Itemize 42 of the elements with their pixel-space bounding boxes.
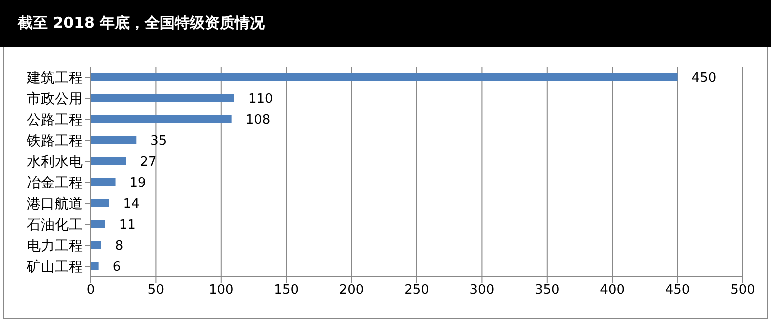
x-tick-label: 400 [600, 283, 626, 298]
data-label: 450 [692, 70, 717, 86]
bar [91, 262, 99, 270]
y-tick-label: 港口航道 [27, 196, 83, 212]
bar [91, 73, 678, 82]
bar [91, 178, 116, 186]
y-tick-label: 建筑工程 [26, 70, 83, 86]
y-tick-label: 水利水电 [27, 154, 83, 170]
y-tick-label: 公路工程 [27, 112, 83, 128]
x-tick-label: 500 [730, 283, 756, 298]
x-tick-label: 350 [534, 283, 560, 298]
bar [91, 115, 232, 124]
x-tick-label: 450 [665, 283, 690, 298]
bar [91, 94, 234, 102]
y-tick-label: 铁路工程 [26, 133, 83, 150]
bar [91, 157, 126, 166]
x-tick-label: 0 [86, 283, 96, 298]
x-tick-label: 200 [339, 283, 364, 298]
bar [91, 199, 110, 208]
data-label: 35 [150, 134, 168, 149]
bar [91, 241, 102, 250]
y-tick-label: 冶金工程 [27, 175, 83, 192]
x-tick-label: 150 [274, 283, 300, 298]
bar [91, 220, 106, 228]
data-label: 6 [112, 260, 122, 275]
x-tick-label: 50 [148, 283, 164, 298]
y-tick-label: 石油化工 [27, 217, 83, 234]
data-label: 108 [246, 112, 271, 128]
data-label: 14 [123, 196, 140, 212]
y-tick-label: 电力工程 [27, 238, 83, 254]
data-label: 11 [119, 218, 136, 233]
data-label: 110 [248, 92, 274, 107]
x-tick-label: 250 [404, 283, 430, 298]
chart-title: 截至 2018 年底，全国特级资质情况 [18, 14, 266, 33]
x-tick-label: 300 [470, 283, 495, 298]
x-tick-label: 100 [208, 283, 234, 298]
data-label: 8 [115, 238, 124, 254]
data-label: 19 [130, 176, 146, 191]
y-tick-label: 市政公用 [27, 91, 83, 108]
data-label: 27 [140, 154, 157, 170]
bar [91, 136, 137, 144]
y-tick-label: 矿山工程 [26, 259, 83, 276]
